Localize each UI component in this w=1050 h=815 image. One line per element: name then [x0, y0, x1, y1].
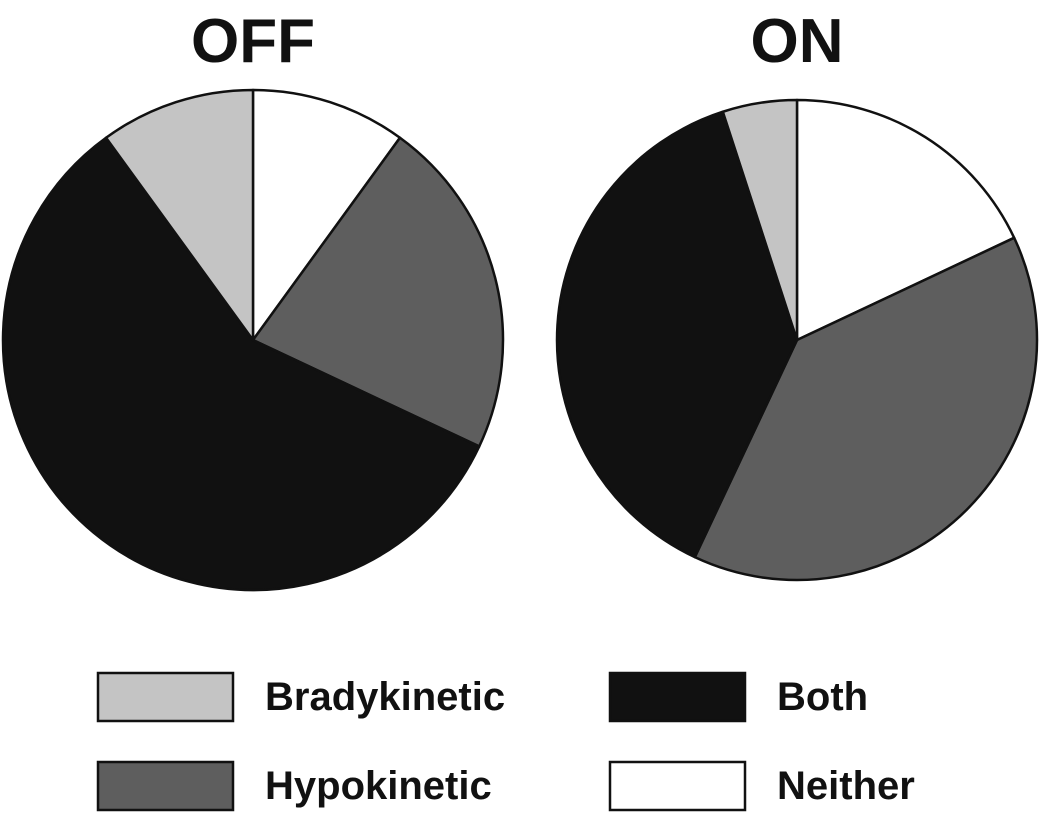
pie-slice-off-bradykinetic [104, 88, 255, 342]
legend-swatch-neither [608, 760, 747, 812]
legend-swatch-both [608, 671, 747, 723]
legend-label-neither: Neither [777, 764, 915, 808]
pie-slice-on-hypokinetic [693, 236, 1039, 582]
pie-slice-on-neither [795, 98, 1016, 342]
legend-label-hypokinetic: Hypokinetic [265, 764, 492, 808]
pie-slice-off-neither [251, 88, 402, 342]
pie-slice-on-bradykinetic [721, 98, 799, 342]
legend-swatch-hypokinetic [96, 760, 235, 812]
pie-slice-off-both [1, 136, 481, 592]
legend: Bradykinetic Both Hypokinetic Neither [96, 671, 915, 812]
pie-slice-on-both [555, 110, 799, 559]
pie-on [555, 98, 1039, 582]
legend-label-both: Both [777, 675, 868, 719]
pie-off [1, 88, 505, 592]
legend-swatch-bradykinetic [96, 671, 235, 723]
pie-title-on: ON [751, 7, 844, 76]
pie-title-off: OFF [191, 7, 315, 76]
legend-label-bradykinetic: Bradykinetic [265, 675, 505, 719]
